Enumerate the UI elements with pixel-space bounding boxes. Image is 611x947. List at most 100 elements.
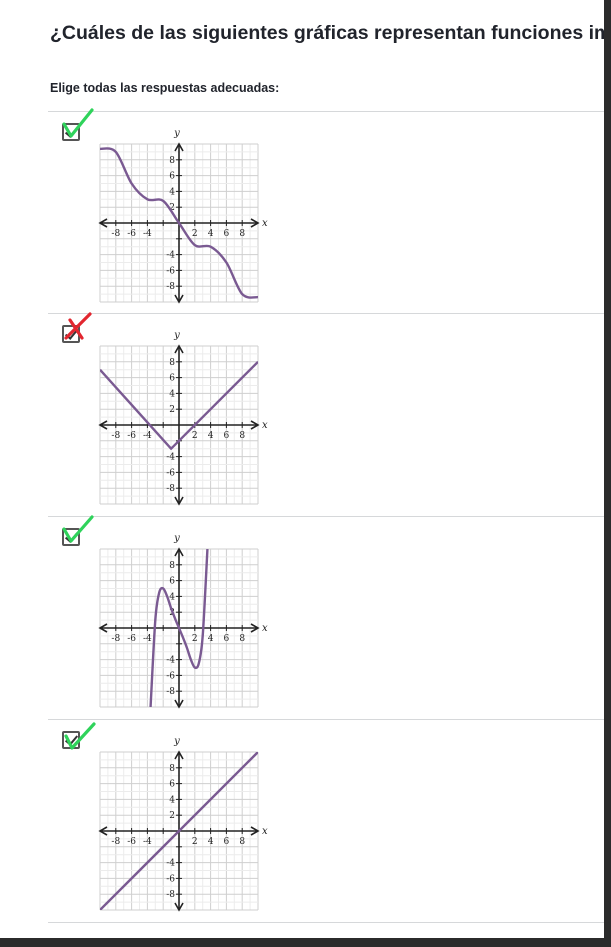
x-tick-label: 6 [224,229,230,239]
y-tick-label: 4 [169,389,175,399]
y-tick-label: -4 [166,859,175,869]
x-tick-label: 2 [192,837,198,847]
x-axis-label: x [262,420,268,431]
green-check-icon [62,108,94,138]
divider [48,719,604,720]
y-tick-label: 2 [169,405,175,415]
x-tick-label: 2 [192,431,198,441]
x-tick-label: 8 [239,431,245,441]
x-tick-label: 2 [192,634,198,644]
axis-arrow [174,547,184,557]
y-tick-label: 8 [169,358,175,368]
exercise-frame: ¿Cuáles de las siguientes gráficas repre… [0,0,604,938]
answer-option[interactable]: -8 -6 -4 2 4 6 8 8 6 4 2 -4 -6 -8 x y [48,108,604,312]
red-x-icon [64,312,92,340]
y-tick-label: -6 [166,468,175,478]
x-tick-label: -8 [111,229,120,239]
x-tick-label: 4 [208,634,214,644]
y-tick-label: 4 [169,187,175,197]
x-tick-label: -4 [143,431,152,441]
green-check-icon [62,515,94,543]
function-curve [100,147,258,299]
answer-option[interactable]: -8 -6 -4 2 4 6 8 8 6 4 2 -4 -6 -8 x y [48,720,604,920]
y-tick-label: 8 [169,764,175,774]
y-tick-label: -6 [166,874,175,884]
x-tick-label: 8 [239,634,245,644]
x-tick-label: -4 [143,229,152,239]
question-text: ¿Cuáles de las siguientes gráficas repre… [50,22,604,44]
axis-arrow [250,826,260,836]
y-tick-label: 8 [169,561,175,571]
y-tick-label: -8 [166,890,175,900]
x-tick-label: -6 [127,431,136,441]
y-tick-label: -4 [166,251,175,261]
axis-arrow [174,496,184,506]
function-curve [100,360,258,450]
y-tick-label: 6 [169,172,175,182]
x-tick-label: -4 [143,634,152,644]
x-tick-label: 8 [239,837,245,847]
axis-arrow [174,294,184,304]
y-tick-label: 2 [169,811,175,821]
y-axis-label: y [173,736,180,747]
y-tick-label: -6 [166,671,175,681]
x-tick-label: -6 [127,229,136,239]
axis-arrow [250,420,260,430]
x-tick-label: -6 [127,837,136,847]
axis-arrow [98,826,108,836]
x-tick-label: 2 [192,229,198,239]
x-tick-label: 4 [208,229,214,239]
instruction-text: Elige todas las respuestas adecuadas: [50,81,280,95]
x-tick-label: -8 [111,431,120,441]
divider [48,313,604,314]
axis-arrow [98,420,108,430]
divider [48,922,604,923]
x-tick-label: 4 [208,431,214,441]
y-tick-label: 8 [169,156,175,166]
y-tick-label: -8 [166,282,175,292]
y-tick-label: 2 [169,203,175,213]
x-tick-label: -4 [143,837,152,847]
y-tick-label: -8 [166,484,175,494]
y-axis-label: y [173,128,180,139]
x-tick-label: 4 [208,837,214,847]
axis-arrow [174,750,184,760]
y-tick-label: 4 [169,592,175,602]
x-tick-label: 6 [224,431,230,441]
x-tick-label: -8 [111,634,120,644]
y-tick-label: -6 [166,266,175,276]
x-axis-label: x [262,218,268,229]
y-tick-label: -4 [166,656,175,666]
answer-option[interactable]: -8 -6 -4 2 4 6 8 8 6 4 2 -4 -6 -8 x y [48,312,604,514]
axis-arrow [98,623,108,633]
y-axis-label: y [173,533,180,544]
function-curve [149,549,209,707]
x-axis-label: x [262,623,268,634]
y-tick-label: 4 [169,795,175,805]
x-tick-label: 6 [224,634,230,644]
y-tick-label: -4 [166,453,175,463]
x-tick-label: -8 [111,837,120,847]
y-tick-label: -8 [166,687,175,697]
axis-arrow [174,344,184,354]
green-check-icon [64,722,96,750]
y-tick-label: 6 [169,577,175,587]
axis-arrow [98,218,108,228]
x-axis-label: x [262,826,268,837]
divider [48,111,604,112]
function-curve [100,752,258,910]
divider [48,516,604,517]
axis-arrow [250,623,260,633]
axis-arrow [174,699,184,709]
x-tick-label: 6 [224,837,230,847]
y-tick-label: 6 [169,374,175,384]
answer-option[interactable]: -8 -6 -4 2 4 6 8 8 6 4 2 -4 -6 -8 x y [48,515,604,717]
axis-arrow [174,902,184,912]
x-tick-label: 8 [239,229,245,239]
axis-arrow [174,142,184,152]
axis-arrow [250,218,260,228]
